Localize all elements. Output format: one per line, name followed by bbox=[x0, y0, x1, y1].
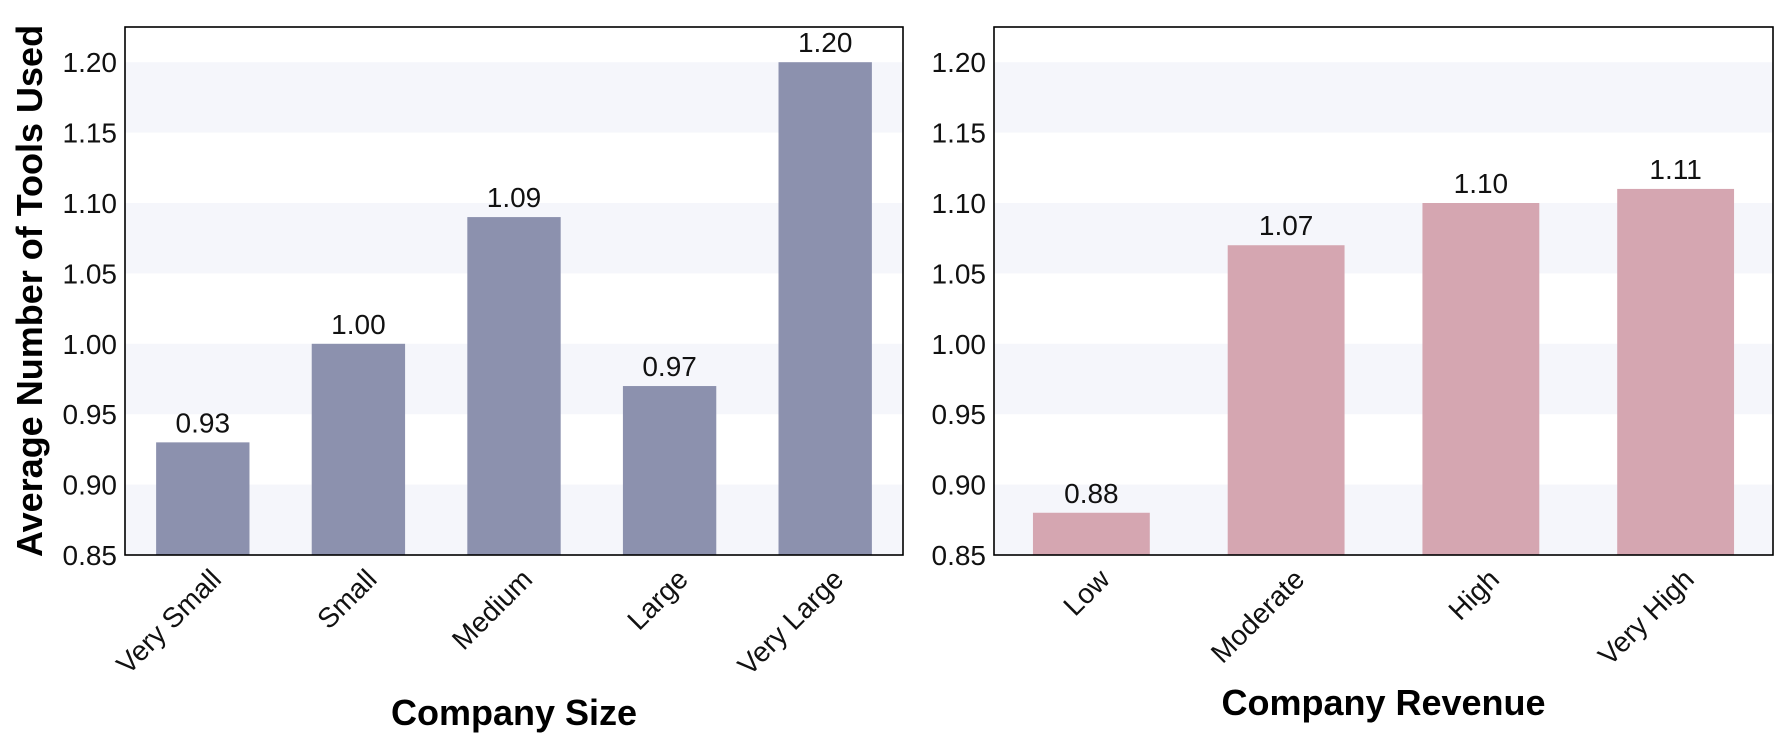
x-tick-label: Medium bbox=[446, 563, 538, 655]
y-tick-label: 1.20 bbox=[932, 47, 987, 78]
x-axis-title: Company Revenue bbox=[1221, 682, 1545, 723]
x-tick-label: High bbox=[1442, 563, 1505, 626]
plot-frame bbox=[124, 26, 904, 556]
bar-value-label: 0.97 bbox=[642, 351, 697, 382]
bar-value-label: 1.11 bbox=[1649, 154, 1701, 185]
x-tick-label: Very Large bbox=[732, 563, 850, 681]
y-tick-label: 0.95 bbox=[932, 399, 987, 430]
y-tick-label: 0.95 bbox=[63, 399, 118, 430]
x-axis-title: Company Size bbox=[391, 692, 637, 733]
x-tick-label: Moderate bbox=[1205, 563, 1311, 669]
x-tick-label: Very High bbox=[1592, 563, 1700, 671]
grid-band bbox=[125, 62, 903, 133]
bar-value-label: 1.10 bbox=[1454, 168, 1509, 199]
bar-value-label: 1.09 bbox=[487, 182, 542, 213]
bar-value-label: 0.88 bbox=[1064, 478, 1119, 509]
y-tick-label: 0.90 bbox=[932, 470, 987, 501]
bar-high bbox=[1422, 203, 1540, 555]
x-tick-label: Large bbox=[621, 563, 694, 636]
x-tick-label: Low bbox=[1057, 563, 1116, 622]
bar-small bbox=[311, 343, 406, 555]
bar-large bbox=[622, 386, 717, 555]
bar-moderate bbox=[1227, 245, 1345, 556]
bar-very-high bbox=[1617, 188, 1735, 556]
y-tick-label: 0.85 bbox=[932, 540, 987, 571]
bar-value-label: 1.20 bbox=[798, 27, 853, 58]
plot-frame bbox=[993, 26, 1774, 556]
bar-value-label: 1.07 bbox=[1259, 210, 1314, 241]
y-tick-label: 1.00 bbox=[932, 329, 987, 360]
y-tick-label: 0.85 bbox=[63, 540, 118, 571]
bar-very-large bbox=[778, 62, 872, 555]
y-tick-label: 1.10 bbox=[63, 188, 118, 219]
x-tick-label: Very Small bbox=[110, 563, 227, 680]
bar-low bbox=[1032, 512, 1150, 555]
bar-value-label: 0.93 bbox=[176, 407, 231, 438]
company-revenue-chart: 0.88 1.07 1.10 1.11 0.85 0.90 0.95 1.00 1.05 1.10… bbox=[932, 26, 1774, 723]
y-tick-label: 1.05 bbox=[932, 258, 987, 289]
bar-very-small bbox=[156, 442, 250, 555]
x-tick-label: Small bbox=[311, 563, 382, 634]
company-size-chart: 0.93 1.00 1.09 0.97 1.20 0.85 0.90 0.95 1.00 1.05… bbox=[9, 25, 904, 733]
bar-value-label: 1.00 bbox=[331, 309, 386, 340]
y-tick-label: 1.00 bbox=[63, 329, 118, 360]
y-tick-label: 0.90 bbox=[63, 470, 118, 501]
y-tick-label: 1.15 bbox=[63, 118, 118, 149]
y-tick-label: 1.10 bbox=[932, 188, 987, 219]
y-tick-label: 1.15 bbox=[932, 118, 987, 149]
y-tick-label: 1.05 bbox=[63, 258, 118, 289]
y-tick-label: 1.20 bbox=[63, 47, 118, 78]
grid-band bbox=[994, 62, 1773, 133]
y-axis-title: Average Number of Tools Used bbox=[9, 25, 50, 557]
bar-medium bbox=[467, 217, 561, 555]
